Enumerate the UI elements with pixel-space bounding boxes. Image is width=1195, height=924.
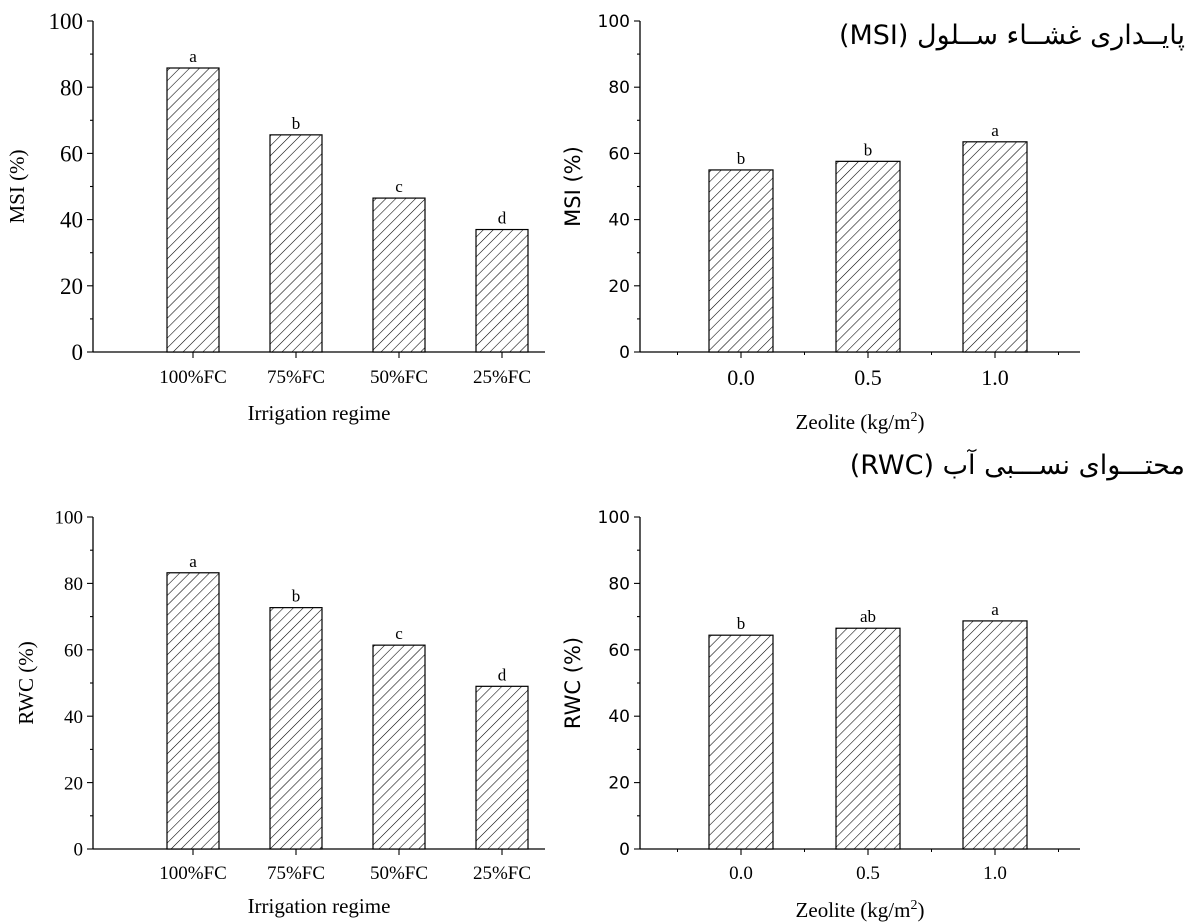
y-tick-label: 40 xyxy=(60,208,83,233)
y-tick-label: 80 xyxy=(60,75,83,100)
x-tick-label: 50%FC xyxy=(370,367,428,388)
x-tick-label: 0.5 xyxy=(856,863,880,884)
y-tick-label: 100 xyxy=(598,12,630,32)
y-axis-label: RWC (%) xyxy=(561,637,585,729)
x-axis-label: Irrigation regime xyxy=(248,894,391,918)
significance-letter: b xyxy=(737,149,746,168)
significance-letter: d xyxy=(498,665,507,684)
x-tick-label: 100%FC xyxy=(159,863,227,884)
y-tick-label: 80 xyxy=(608,574,630,594)
x-tick-label: 25%FC xyxy=(473,367,531,388)
significance-letter: c xyxy=(395,624,403,643)
significance-letter: b xyxy=(292,587,301,606)
significance-letter: a xyxy=(189,47,197,66)
significance-letter: c xyxy=(395,177,403,196)
y-tick-label: 100 xyxy=(49,9,84,34)
significance-letter: b xyxy=(737,614,746,633)
y-tick-label: 40 xyxy=(64,707,83,728)
x-axis-label: Zeolite (kg/m2) xyxy=(796,898,925,922)
x-axis-label-sup: 2 xyxy=(910,898,917,913)
bar xyxy=(962,620,1028,850)
y-tick-label: 40 xyxy=(608,707,630,727)
bar xyxy=(835,160,901,353)
x-tick-label: 75%FC xyxy=(267,367,325,388)
x-tick-label: 0.0 xyxy=(729,863,753,884)
bar xyxy=(166,572,220,850)
significance-letter: a xyxy=(189,552,197,571)
y-tick-label: 100 xyxy=(55,508,84,529)
y-tick-label: 80 xyxy=(64,574,83,595)
x-tick-label: 1.0 xyxy=(981,365,1009,390)
significance-letter: a xyxy=(991,121,999,140)
x-axis-label: Zeolite (kg/m2) xyxy=(796,410,925,434)
chart-msi-irrigation: 0 20 40 60 80 100 100%FC a 75%FC b 50%FC c 25%FC d Irr… xyxy=(5,9,545,425)
significance-letter: ab xyxy=(860,607,876,626)
bar xyxy=(372,197,426,353)
y-tick-label: 40 xyxy=(608,211,630,231)
chart-rwc-irrigation: 0 20 40 60 80 100 100%FC a 75%FC b 50%FC c 25%FC d Irr… xyxy=(14,508,545,918)
y-tick-label: 20 xyxy=(608,277,630,297)
bar xyxy=(269,607,323,850)
x-tick-label: 0.5 xyxy=(854,365,882,390)
y-axis-label: RWC (%) xyxy=(14,641,38,724)
significance-letter: d xyxy=(498,209,507,228)
y-tick-label: 20 xyxy=(608,774,630,794)
bar xyxy=(475,228,529,353)
chart-msi-zeolite: 0 20 40 60 80 100 0.0 b 0.5 b 1.0 a Zeolite (kg/m2) M… xyxy=(561,12,1080,434)
bar xyxy=(166,67,220,353)
x-axis-label-close: ) xyxy=(917,898,924,922)
bar xyxy=(708,634,774,850)
x-tick-label: 1.0 xyxy=(983,863,1007,884)
bar xyxy=(372,644,426,850)
significance-letter: a xyxy=(991,600,999,619)
section-title-msi: پایــداری غشــاء ســلول (MSI) xyxy=(838,20,1185,51)
x-axis-label-text: Zeolite (kg/m xyxy=(796,898,911,922)
significance-letter: b xyxy=(864,140,873,159)
section-title-rwc: محتـــوای نســـبی آب (RWC) xyxy=(849,450,1185,481)
bar xyxy=(708,169,774,353)
x-tick-label: 25%FC xyxy=(473,863,531,884)
y-tick-label: 100 xyxy=(598,508,630,528)
y-tick-label: 60 xyxy=(608,641,630,661)
y-tick-label: 0 xyxy=(619,343,630,363)
bar xyxy=(475,685,529,850)
x-axis-label-text: Zeolite (kg/m xyxy=(796,410,911,434)
y-tick-label: 0 xyxy=(619,840,630,860)
x-tick-label: 50%FC xyxy=(370,863,428,884)
x-axis-label-text: Irrigation regime xyxy=(248,401,391,425)
y-tick-label: 80 xyxy=(608,78,630,98)
x-tick-label: 100%FC xyxy=(159,367,227,388)
y-tick-label: 20 xyxy=(64,773,83,794)
chart-rwc-zeolite: 0 20 40 60 80 100 0.0 b 0.5 ab 1.0 a Zeolite (kg/m2)… xyxy=(561,508,1080,922)
bar xyxy=(269,134,323,353)
bar xyxy=(962,141,1028,353)
x-axis-label: Irrigation regime xyxy=(248,401,391,425)
x-axis-label-text: Irrigation regime xyxy=(248,894,391,918)
y-tick-label: 0 xyxy=(72,340,84,365)
significance-letter: b xyxy=(292,114,301,133)
y-tick-label: 60 xyxy=(60,141,83,166)
y-tick-label: 60 xyxy=(608,144,630,164)
x-axis-label-sup: 2 xyxy=(910,410,917,425)
y-tick-label: 20 xyxy=(60,274,83,299)
x-tick-label: 0.0 xyxy=(727,365,755,390)
y-tick-label: 60 xyxy=(64,640,83,661)
x-tick-label: 75%FC xyxy=(267,863,325,884)
y-axis-label: MSI (%) xyxy=(561,146,585,227)
x-axis-label-close: ) xyxy=(917,410,924,434)
y-axis-label: MSI (%) xyxy=(5,149,29,223)
bar xyxy=(835,627,901,850)
y-tick-label: 0 xyxy=(74,840,84,861)
